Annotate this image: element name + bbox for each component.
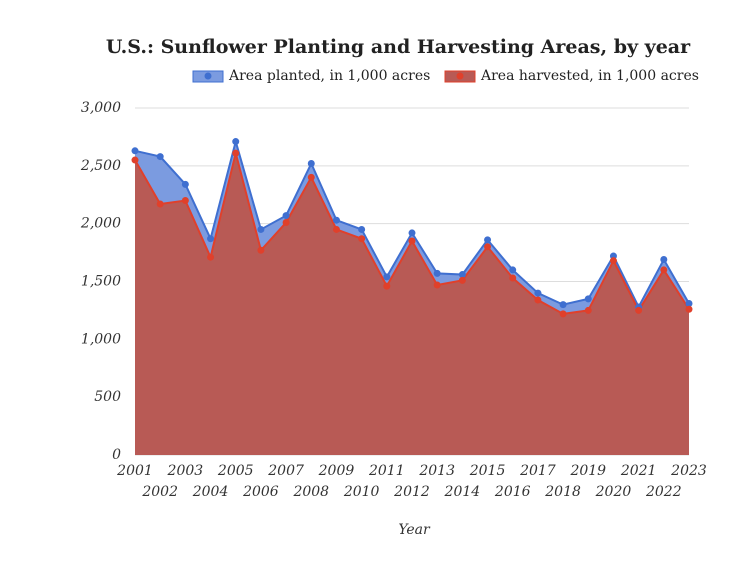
- point: [433, 269, 441, 277]
- point: [408, 237, 416, 245]
- point: [383, 273, 391, 281]
- x-tick-label: 2012: [393, 484, 430, 500]
- point: [584, 295, 592, 303]
- x-tick-label: 2001: [116, 463, 153, 479]
- point: [584, 306, 592, 314]
- legend-marker: [204, 72, 212, 80]
- point: [458, 271, 466, 279]
- point: [408, 229, 416, 237]
- point: [509, 274, 517, 282]
- point: [383, 282, 391, 290]
- x-tick-label: 2017: [519, 463, 556, 479]
- x-tick-label: 2006: [242, 484, 279, 500]
- point: [358, 235, 366, 243]
- x-tick-label: 2019: [569, 463, 606, 479]
- legend-label: Area planted, in 1,000 acres: [228, 68, 430, 84]
- point: [559, 310, 567, 318]
- point: [358, 225, 366, 233]
- x-tick-label: 2003: [167, 463, 204, 479]
- point: [685, 305, 693, 313]
- point: [458, 276, 466, 284]
- x-tick-label: 2022: [645, 484, 682, 500]
- chart-title: U.S.: Sunflower Planting and Harvesting …: [106, 36, 691, 58]
- point: [484, 236, 492, 244]
- point: [257, 225, 265, 233]
- x-tick-label: 2018: [544, 484, 581, 500]
- area: [135, 153, 689, 456]
- y-tick-label: 3,000: [81, 100, 121, 116]
- point: [509, 266, 517, 274]
- point: [131, 147, 139, 155]
- point: [207, 235, 215, 243]
- x-tick-label: 2009: [318, 463, 355, 479]
- y-tick-label: 2,500: [80, 158, 121, 174]
- point: [181, 197, 189, 205]
- point: [131, 156, 139, 164]
- x-tick-label: 2004: [192, 484, 229, 500]
- legend-label: Area harvested, in 1,000 acres: [480, 68, 699, 84]
- x-tick-label: 2007: [267, 463, 304, 479]
- point: [559, 301, 567, 309]
- x-tick-label: 2014: [444, 484, 481, 500]
- point: [307, 160, 315, 168]
- point: [232, 138, 240, 146]
- legend-marker: [456, 72, 464, 80]
- y-tick-label: 1,500: [81, 274, 121, 290]
- x-tick-label: 2015: [469, 463, 506, 479]
- point: [257, 246, 265, 254]
- point: [156, 200, 164, 208]
- point: [207, 253, 215, 261]
- point: [609, 257, 617, 265]
- x-tick-label: 2023: [670, 463, 707, 479]
- x-tick-label: 2013: [418, 463, 455, 479]
- x-tick-label: 2011: [368, 463, 405, 479]
- point: [282, 219, 290, 227]
- point: [484, 243, 492, 251]
- point: [232, 149, 240, 157]
- point: [534, 289, 542, 297]
- point: [433, 281, 441, 289]
- point: [332, 216, 340, 224]
- x-tick-label: 2008: [292, 484, 329, 500]
- point: [660, 256, 668, 264]
- x-axis-title: Year: [398, 522, 431, 538]
- point: [156, 153, 164, 161]
- y-tick-label: 0: [112, 447, 121, 463]
- point: [660, 266, 668, 274]
- y-tick-label: 2,000: [80, 216, 121, 232]
- x-tick-label: 2021: [620, 463, 657, 479]
- x-tick-label: 2005: [217, 463, 254, 479]
- point: [332, 225, 340, 233]
- x-tick-label: 2016: [494, 484, 531, 500]
- y-tick-label: 1,000: [81, 331, 121, 347]
- x-tick-label: 2002: [141, 484, 178, 500]
- point: [534, 296, 542, 304]
- x-tick-label: 2020: [595, 484, 632, 500]
- point: [181, 180, 189, 188]
- point: [685, 299, 693, 307]
- y-tick-label: 500: [94, 389, 121, 405]
- x-tick-label: 2010: [343, 484, 380, 500]
- point: [307, 173, 315, 181]
- point: [635, 306, 643, 314]
- point: [282, 212, 290, 220]
